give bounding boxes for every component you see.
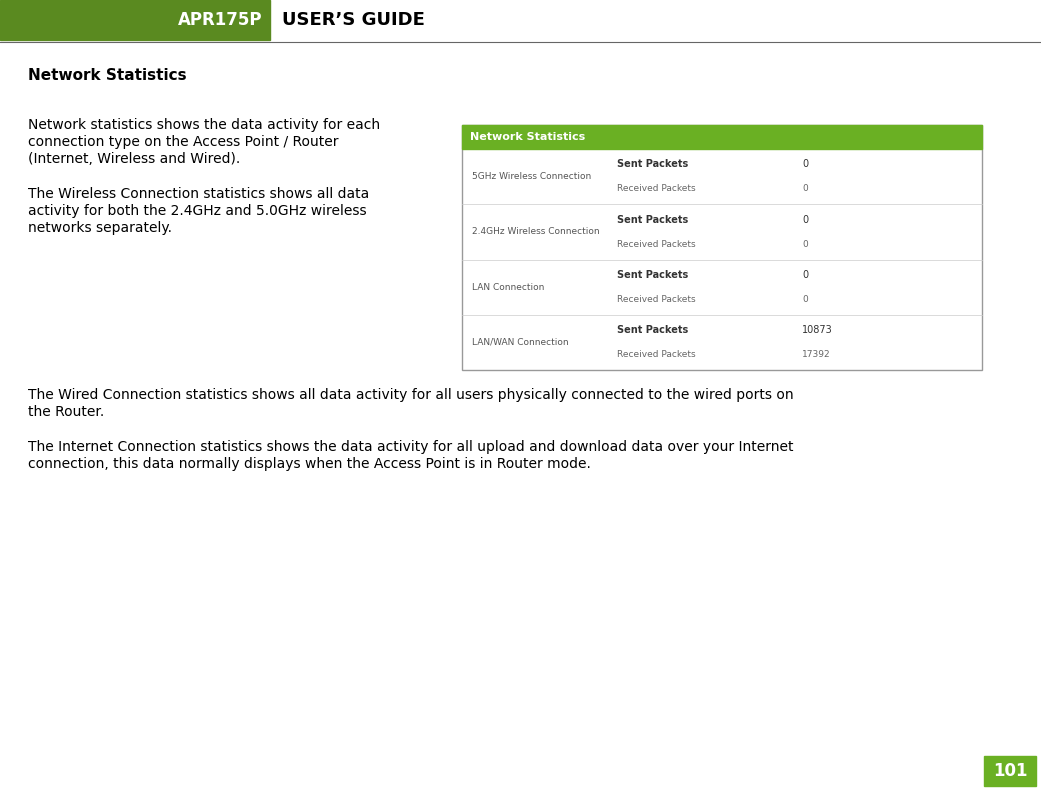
Text: The Wireless Connection statistics shows all data: The Wireless Connection statistics shows… [28,187,370,201]
Bar [462,125,982,370]
Text: 0: 0 [802,295,808,304]
Text: 0: 0 [802,214,808,225]
Text: 0: 0 [802,160,808,169]
Text: (Internet, Wireless and Wired).: (Internet, Wireless and Wired). [28,152,240,166]
Text: connection, this data normally displays when the Access Point is in Router mode.: connection, this data normally displays … [28,457,591,471]
Text: Received Packets: Received Packets [617,295,695,304]
Bar [462,125,982,149]
Text: The Wired Connection statistics shows all data activity for all users physically: The Wired Connection statistics shows al… [28,388,793,402]
Bar [0,0,270,40]
Text: Sent Packets: Sent Packets [617,160,688,169]
Text: USER’S GUIDE: USER’S GUIDE [282,11,425,29]
Text: APR175P: APR175P [178,11,262,29]
Text: Network Statistics: Network Statistics [28,68,186,83]
Text: Received Packets: Received Packets [617,350,695,359]
Text: Network Statistics: Network Statistics [469,132,585,142]
Text: networks separately.: networks separately. [28,221,172,235]
Text: 10873: 10873 [802,325,833,335]
Text: 2.4GHz Wireless Connection: 2.4GHz Wireless Connection [472,227,600,237]
Text: The Internet Connection statistics shows the data activity for all upload and do: The Internet Connection statistics shows… [28,440,793,454]
Text: 101: 101 [993,762,1027,780]
Text: Received Packets: Received Packets [617,240,695,248]
Text: LAN/WAN Connection: LAN/WAN Connection [472,338,568,347]
Text: Sent Packets: Sent Packets [617,270,688,280]
Text: Sent Packets: Sent Packets [617,325,688,335]
Text: 0: 0 [802,184,808,193]
Text: connection type on the Access Point / Router: connection type on the Access Point / Ro… [28,135,338,149]
Text: Network statistics shows the data activity for each: Network statistics shows the data activi… [28,118,380,132]
Text: 5GHz Wireless Connection: 5GHz Wireless Connection [472,172,591,181]
Text: Received Packets: Received Packets [617,184,695,193]
Text: the Router.: the Router. [28,405,104,419]
Text: activity for both the 2.4GHz and 5.0GHz wireless: activity for both the 2.4GHz and 5.0GHz … [28,204,366,218]
Bar [984,756,1036,786]
Text: 0: 0 [802,270,808,280]
Text: 17392: 17392 [802,350,831,359]
Text: Sent Packets: Sent Packets [617,214,688,225]
Text: 0: 0 [802,240,808,248]
Text: LAN Connection: LAN Connection [472,282,544,292]
